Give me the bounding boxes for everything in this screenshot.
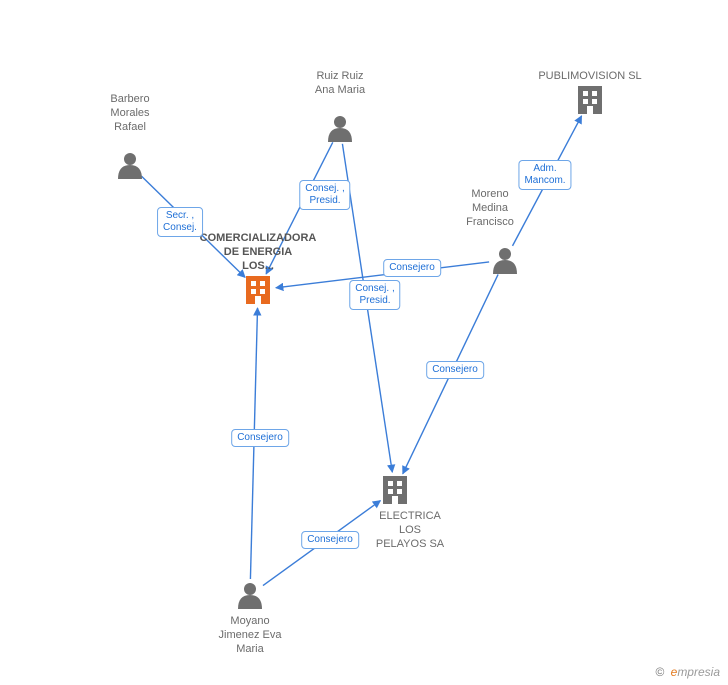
person-icon[interactable]	[328, 116, 352, 142]
edge-label: Consejero	[383, 259, 441, 277]
building-icon[interactable]	[246, 276, 270, 304]
building-icon[interactable]	[383, 476, 407, 504]
building-icon[interactable]	[578, 86, 602, 114]
node-label-electrica: ELECTRICA LOS PELAYOS SA	[376, 510, 444, 551]
edge-label: Secr. , Consej.	[157, 207, 203, 237]
person-icon[interactable]	[118, 153, 142, 179]
person-icon[interactable]	[493, 248, 517, 274]
node-label-publimo: PUBLIMOVISION SL	[538, 70, 641, 84]
watermark: © empresia	[655, 665, 720, 679]
person-icon[interactable]	[238, 583, 262, 609]
edge-label: Adm. Mancom.	[518, 160, 571, 190]
node-label-moreno: Moreno Medina Francisco	[466, 188, 514, 229]
edge-label: Consejero	[426, 361, 484, 379]
node-label-comerc: COMERCIALIZADORA DE ENERGIA LOS...	[200, 232, 317, 273]
brand-rest: mpresia	[677, 665, 720, 679]
edge-label: Consej. , Presid.	[349, 280, 400, 310]
edge-label: Consej. , Presid.	[299, 180, 350, 210]
edge-label: Consejero	[301, 531, 359, 549]
edge-label: Consejero	[231, 429, 289, 447]
node-label-ruiz: Ruiz Ruiz Ana Maria	[315, 70, 365, 98]
node-label-barbero: Barbero Morales Rafael	[110, 93, 149, 134]
copyright-symbol: ©	[655, 665, 664, 679]
node-label-moyano: Moyano Jimenez Eva Maria	[219, 615, 282, 656]
graph-svg	[0, 0, 728, 685]
